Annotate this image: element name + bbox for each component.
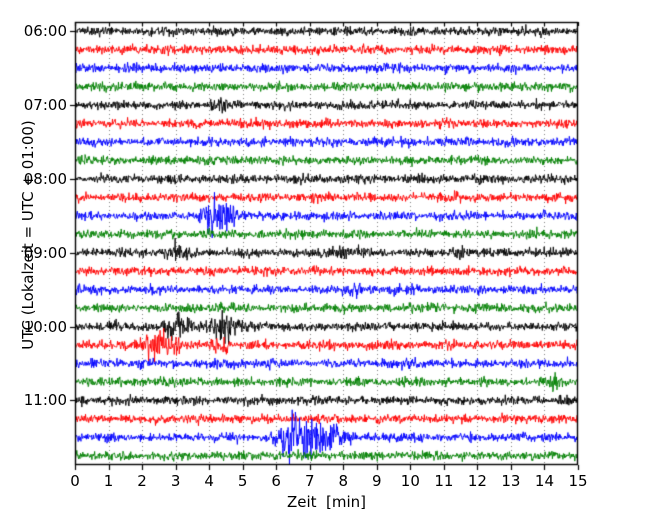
x-tick-label-14: 14 <box>534 472 554 490</box>
y-axis-title: UTC (Lokalzeit = UTC + 01:00) <box>19 120 37 350</box>
x-tick-label-15: 15 <box>568 472 588 490</box>
x-tick-label-8: 8 <box>338 472 349 490</box>
y-tick-label-1100: 11:00 <box>23 391 67 410</box>
x-axis-title: Zeit [min] <box>286 493 367 511</box>
x-tick-label-7: 7 <box>304 472 315 490</box>
y-tick-label-0700: 07:00 <box>23 96 67 115</box>
x-tick-label-4: 4 <box>204 472 214 490</box>
x-tick-label-11: 11 <box>434 472 454 490</box>
x-tick-label-2: 2 <box>137 472 147 490</box>
y-tick-label-1000: 10:00 <box>23 317 67 336</box>
y-tick-label-0600: 06:00 <box>23 22 67 41</box>
x-tick-label-0: 0 <box>70 472 80 490</box>
x-tick-label-5: 5 <box>237 472 248 490</box>
x-tick-label-6: 6 <box>271 472 281 490</box>
x-tick-label-9: 9 <box>372 472 382 490</box>
x-tick-label-10: 10 <box>400 472 420 490</box>
x-tick-label-1: 1 <box>103 472 114 490</box>
x-tick-label-13: 13 <box>501 472 521 490</box>
x-tick-label-3: 3 <box>170 472 181 490</box>
x-tick-label-12: 12 <box>467 472 487 490</box>
y-tick-label-0900: 09:00 <box>23 243 67 262</box>
y-tick-label-0800: 08:00 <box>23 169 67 188</box>
